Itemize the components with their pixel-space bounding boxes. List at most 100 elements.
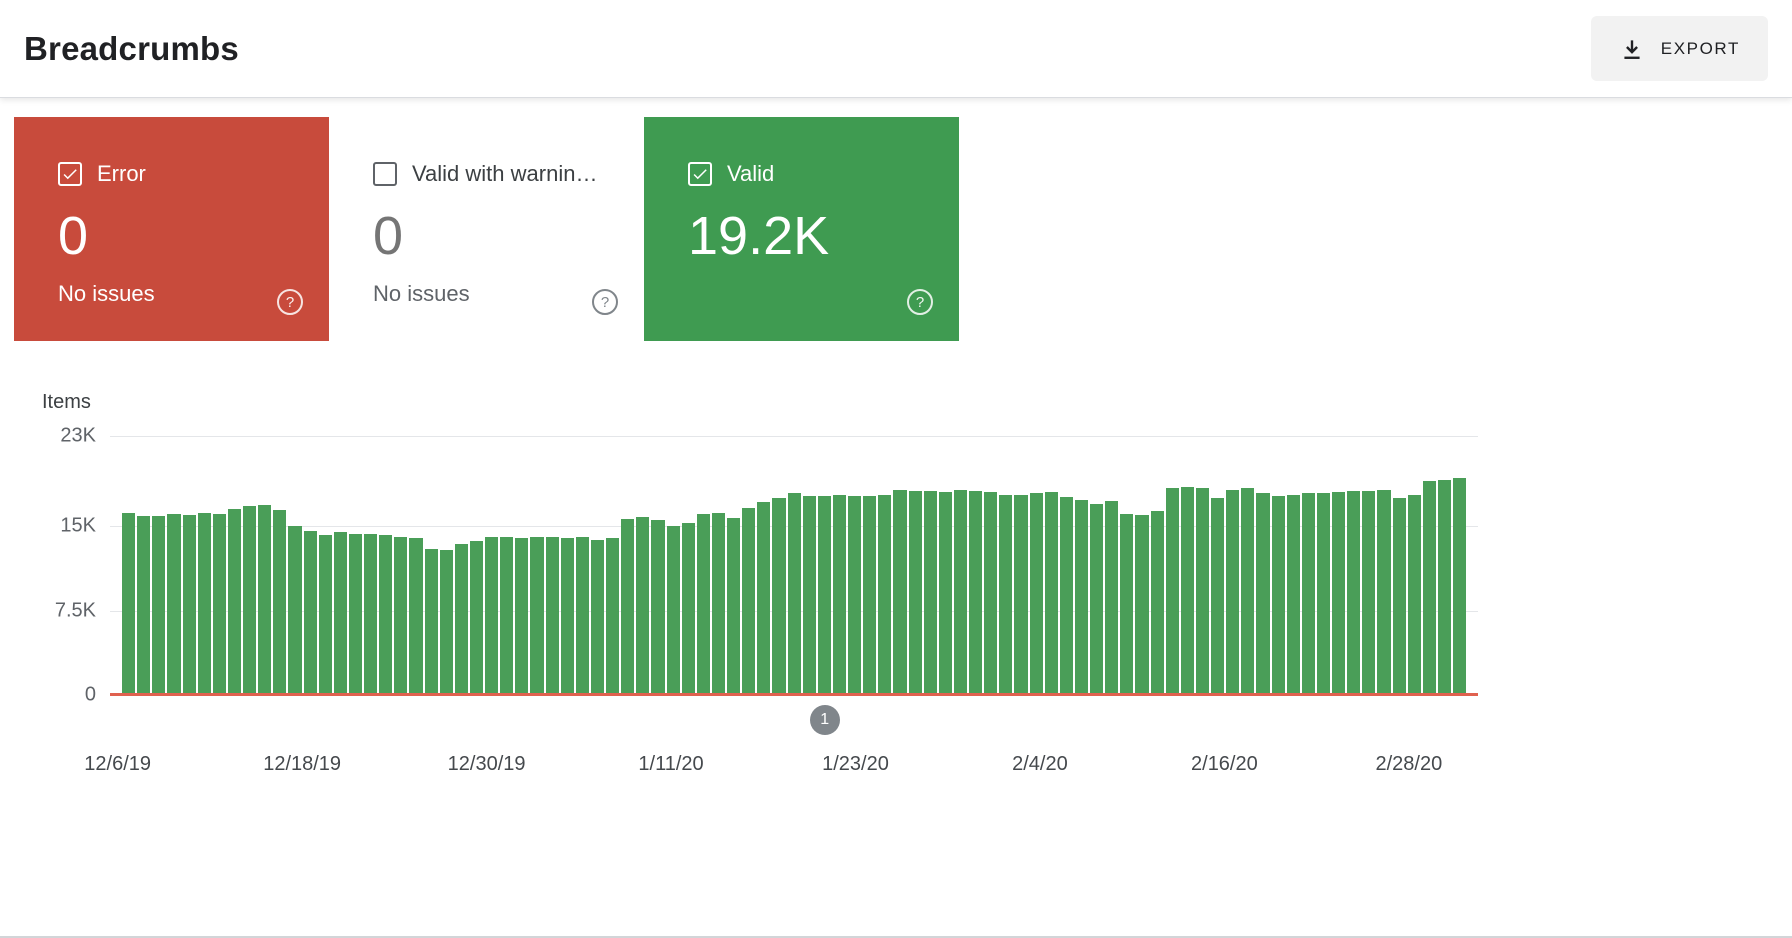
bar[interactable] <box>893 490 907 695</box>
bar[interactable] <box>863 495 877 695</box>
bar[interactable] <box>848 495 862 695</box>
bar[interactable] <box>969 491 983 695</box>
bar[interactable] <box>364 533 378 695</box>
bar[interactable] <box>636 517 650 695</box>
card-valid-with-warnings[interactable]: Valid with warnin… 0 No issues ? <box>329 117 644 341</box>
bar[interactable] <box>530 537 544 695</box>
bar[interactable] <box>258 504 272 695</box>
bar[interactable] <box>485 537 499 695</box>
bar[interactable] <box>908 491 922 695</box>
bar[interactable] <box>666 526 680 695</box>
bar[interactable] <box>1407 494 1421 695</box>
bar[interactable] <box>1316 493 1330 695</box>
bar[interactable] <box>696 513 710 695</box>
bar[interactable] <box>1241 487 1255 695</box>
bar[interactable] <box>303 530 317 695</box>
bar[interactable] <box>1271 495 1285 695</box>
bar[interactable] <box>953 490 967 695</box>
bar[interactable] <box>1120 513 1134 695</box>
bar[interactable] <box>1074 500 1088 695</box>
bar[interactable] <box>152 515 166 695</box>
bar[interactable] <box>1437 479 1451 695</box>
bar[interactable] <box>197 512 211 695</box>
bar[interactable] <box>167 513 181 695</box>
bar[interactable] <box>590 539 604 695</box>
bar[interactable] <box>409 538 423 695</box>
bar[interactable] <box>318 535 332 695</box>
bar[interactable] <box>1059 496 1073 695</box>
bar[interactable] <box>1135 514 1149 695</box>
valid-checkbox-checked[interactable] <box>688 162 712 186</box>
bar[interactable] <box>878 494 892 695</box>
bar[interactable] <box>1362 491 1376 695</box>
bar[interactable] <box>1377 490 1391 695</box>
bar[interactable] <box>333 531 347 695</box>
bar[interactable] <box>424 548 438 695</box>
bar[interactable] <box>651 520 665 695</box>
bar[interactable] <box>1392 497 1406 695</box>
bar[interactable] <box>1286 494 1300 695</box>
card-valid[interactable]: Valid 19.2K ? <box>644 117 959 341</box>
bar[interactable] <box>1422 481 1436 695</box>
bar[interactable] <box>1301 493 1315 695</box>
bar[interactable] <box>1332 492 1346 695</box>
bar[interactable] <box>273 510 287 695</box>
bar[interactable] <box>515 538 529 695</box>
bar[interactable] <box>348 533 362 695</box>
bar[interactable] <box>1044 492 1058 695</box>
bar[interactable] <box>1211 497 1225 695</box>
bar[interactable] <box>1150 511 1164 695</box>
help-icon[interactable]: ? <box>277 289 303 315</box>
bar[interactable] <box>1105 501 1119 695</box>
bar[interactable] <box>575 537 589 695</box>
card-error[interactable]: Error 0 No issues ? <box>14 117 329 341</box>
bar[interactable] <box>560 538 574 695</box>
bar[interactable] <box>727 518 741 695</box>
bar[interactable] <box>1256 493 1270 695</box>
bar[interactable] <box>1029 493 1043 695</box>
bar[interactable] <box>500 537 514 695</box>
bar[interactable] <box>394 537 408 695</box>
bar[interactable] <box>711 512 725 695</box>
bar[interactable] <box>923 491 937 695</box>
bar[interactable] <box>757 502 771 695</box>
bar[interactable] <box>212 513 226 695</box>
bar[interactable] <box>227 509 241 695</box>
bar[interactable] <box>1165 487 1179 695</box>
error-checkbox-checked[interactable] <box>58 162 82 186</box>
bar[interactable] <box>1195 487 1209 695</box>
bar[interactable] <box>1347 491 1361 695</box>
bar[interactable] <box>621 519 635 695</box>
bar[interactable] <box>802 495 816 695</box>
bar[interactable] <box>984 492 998 695</box>
bar[interactable] <box>742 508 756 695</box>
bar[interactable] <box>182 514 196 695</box>
bar[interactable] <box>1090 503 1104 695</box>
help-icon[interactable]: ? <box>592 289 618 315</box>
bar[interactable] <box>1453 477 1467 695</box>
bar[interactable] <box>832 494 846 695</box>
annotation-marker[interactable]: 1 <box>809 705 840 735</box>
bar[interactable] <box>999 494 1013 695</box>
bar[interactable] <box>681 522 695 695</box>
bar[interactable] <box>439 549 453 695</box>
bar[interactable] <box>469 540 483 695</box>
bar[interactable] <box>288 526 302 695</box>
help-icon[interactable]: ? <box>907 289 933 315</box>
bar[interactable] <box>1180 486 1194 695</box>
bar[interactable] <box>545 537 559 695</box>
bar[interactable] <box>243 505 257 695</box>
bar[interactable] <box>454 544 468 695</box>
bar[interactable] <box>1226 490 1240 695</box>
bar[interactable] <box>1014 494 1028 695</box>
bar[interactable] <box>606 538 620 695</box>
bar[interactable] <box>137 515 151 695</box>
bar[interactable] <box>772 497 786 695</box>
bar[interactable] <box>817 495 831 695</box>
bar[interactable] <box>938 492 952 695</box>
bar[interactable] <box>379 535 393 695</box>
bar[interactable] <box>122 512 136 695</box>
warnings-checkbox-unchecked[interactable] <box>373 162 397 186</box>
bar[interactable] <box>787 493 801 695</box>
export-button[interactable]: EXPORT <box>1590 16 1768 81</box>
